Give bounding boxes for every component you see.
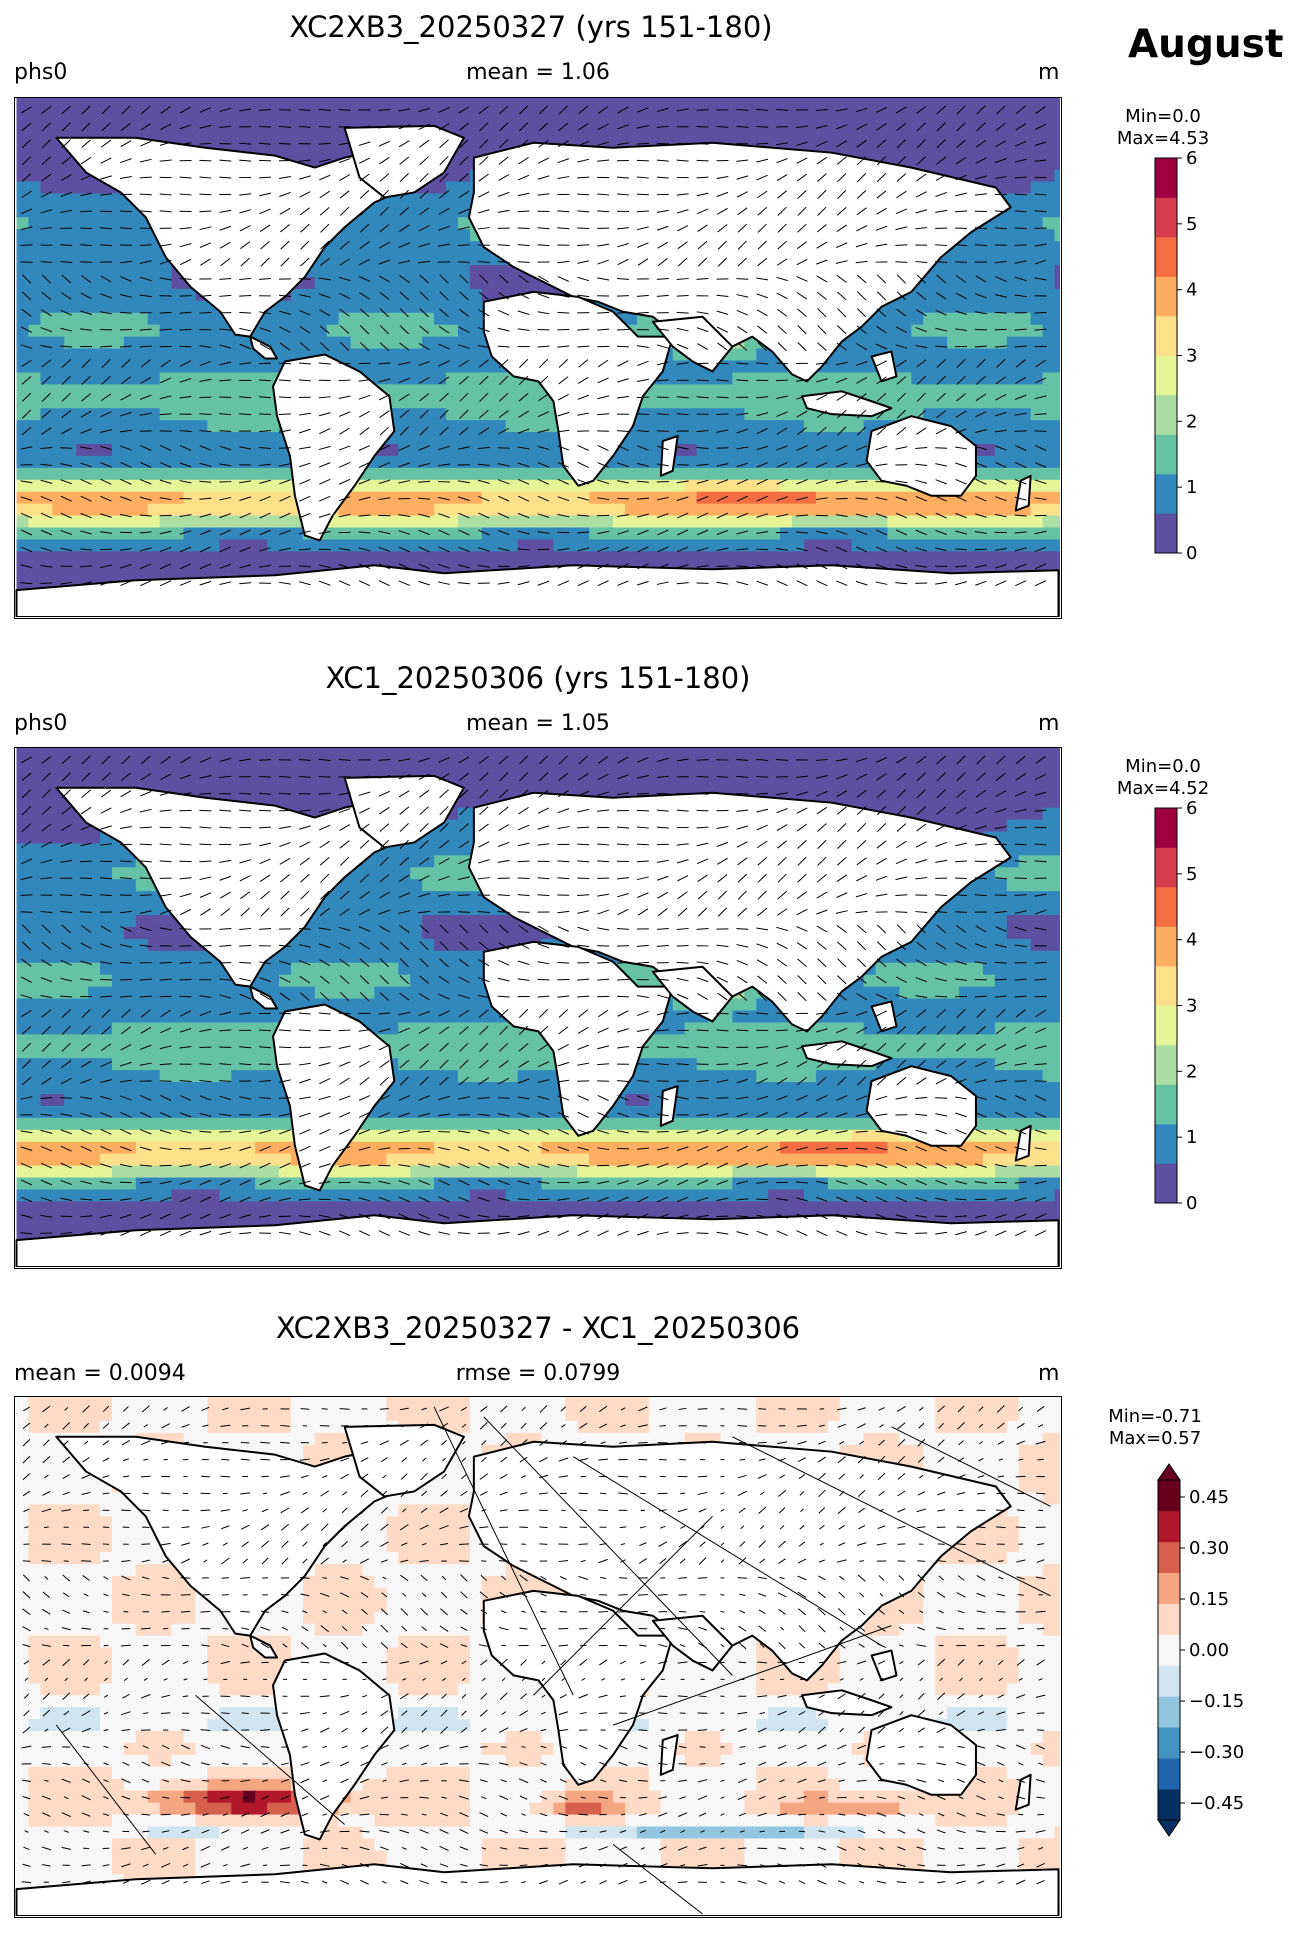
colorbar-tick-label: 3 <box>1186 996 1197 1017</box>
colorbar-tick-label: 0.45 <box>1189 1487 1229 1508</box>
panel-1-colorbar: 0 1 2 3 4 5 6 <box>1154 150 1197 564</box>
panel-1-unit-label: m <box>1038 60 1060 85</box>
colorbar-tick-label: −0.30 <box>1189 1742 1244 1763</box>
panel-1-title: XC2XB3_20250327 (yrs 151-180) <box>289 10 773 44</box>
land-masses <box>15 774 1060 1267</box>
land-masses <box>15 1423 1060 1916</box>
colorbar-tick-label: 0.30 <box>1189 1538 1229 1559</box>
colorbar-tick-label: −0.45 <box>1189 1793 1244 1814</box>
colorbar-tick-label: 0 <box>1186 543 1197 564</box>
colorbar-tick-label: 5 <box>1186 214 1197 235</box>
colorbar-tick-label: −0.15 <box>1189 1691 1244 1712</box>
colorbar-tick-label: 0.15 <box>1189 1589 1229 1610</box>
panel-3-colorbar: −0.45 −0.30 −0.15 0.00 0.15 0.30 0.45 <box>1157 1463 1244 1837</box>
panel-3-unit-label: m <box>1038 1361 1060 1386</box>
colorbar-tick-label: 3 <box>1186 346 1197 367</box>
colorbar-tick-label: 6 <box>1186 150 1197 169</box>
panel-1-map <box>14 97 1062 619</box>
panel-3-min-label: Min=-0.71 <box>1108 1406 1202 1427</box>
direction-arrows <box>21 1405 1051 1915</box>
colorbar-tick-label: 2 <box>1186 1061 1197 1082</box>
colorbar-tick-label: 4 <box>1186 930 1197 951</box>
panel-2-mean-label: mean = 1.05 <box>466 711 610 736</box>
panel-3-title: XC2XB3_20250327 - XC1_20250306 <box>275 1311 801 1345</box>
colorbar-tick-label: 1 <box>1186 1127 1197 1148</box>
panel-1-left-label: phs0 <box>14 60 68 85</box>
panel-2-min-label: Min=0.0 <box>1125 756 1201 777</box>
colorbar-tick-label: 5 <box>1186 864 1197 885</box>
panel-2-colorbar: 0 1 2 3 4 5 6 <box>1154 800 1197 1214</box>
month-heading: August <box>1128 22 1284 67</box>
panel-3-map <box>14 1396 1062 1918</box>
panel-1-min-label: Min=0.0 <box>1125 106 1201 127</box>
colorbar-tick-label: 6 <box>1186 800 1197 819</box>
panel-2-left-label: phs0 <box>14 711 68 736</box>
panel-2-max-label: Max=4.52 <box>1116 778 1210 799</box>
colorbar-tick-label: 4 <box>1186 280 1197 301</box>
panel-3-max-label: Max=0.57 <box>1108 1428 1202 1449</box>
direction-arrows <box>20 755 1047 1237</box>
colorbar-tick-label: 0.00 <box>1189 1640 1229 1661</box>
panel-2-title: XC1_20250306 (yrs 151-180) <box>325 661 751 695</box>
colorbar-tick-label: 2 <box>1186 411 1197 432</box>
panel-3-mean-label: mean = 0.0094 <box>14 1361 186 1386</box>
colorbar-tick-label: 0 <box>1186 1193 1197 1214</box>
direction-arrows <box>20 105 1047 587</box>
panel-2-unit-label: m <box>1038 711 1060 736</box>
colorbar-tick-label: 1 <box>1186 477 1197 498</box>
panel-3-rmse-label: rmse = 0.0799 <box>455 1361 621 1386</box>
panel-1-mean-label: mean = 1.06 <box>466 60 610 85</box>
panel-1-max-label: Max=4.53 <box>1116 128 1210 149</box>
panel-2-map <box>14 747 1062 1269</box>
